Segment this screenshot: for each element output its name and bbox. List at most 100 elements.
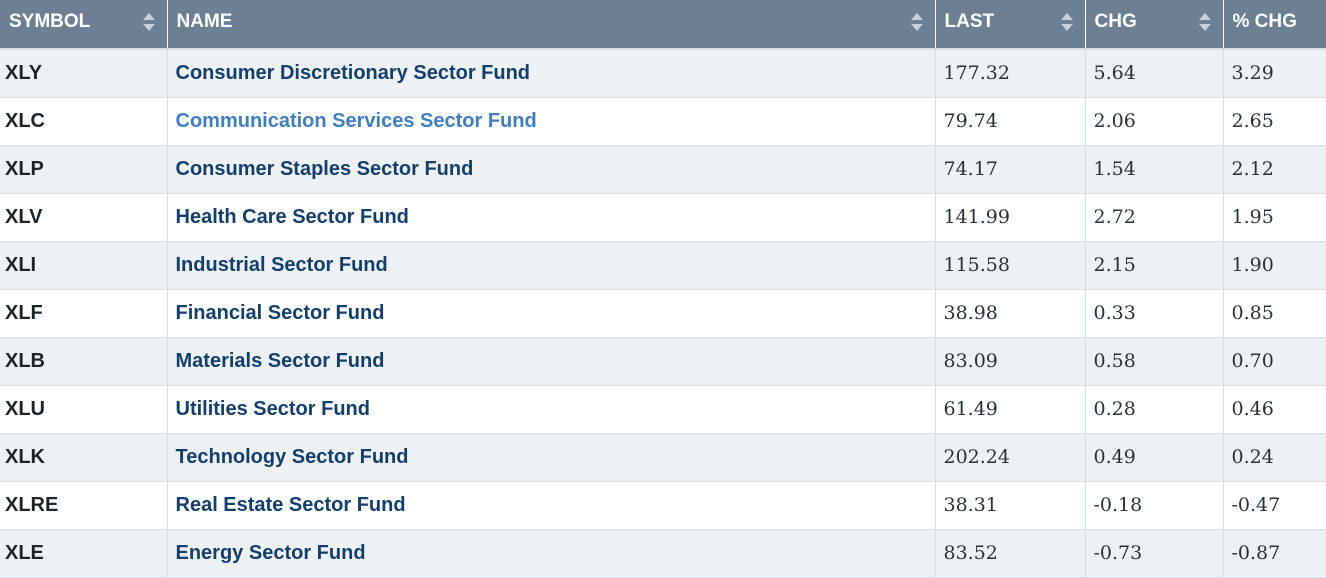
change-value: 0.28 (1093, 398, 1136, 420)
chg-cell: 2.72 (1085, 193, 1224, 242)
symbol-text: XLE (5, 541, 44, 564)
pct-chg-cell: 1.95 (1223, 193, 1326, 242)
sort-arrows-icon[interactable] (1060, 13, 1073, 33)
symbol-cell: XLV (0, 193, 168, 242)
pct-chg-cell: 1.90 (1223, 241, 1326, 290)
fund-name-link[interactable]: Materials Sector Fund (175, 349, 385, 372)
table-header: SYMBOL NAME LAST CHG % CHG (0, 0, 1326, 50)
fund-name-link[interactable]: Utilities Sector Fund (175, 397, 370, 420)
chg-cell: 1.54 (1085, 145, 1224, 194)
change-value: 2.15 (1093, 254, 1136, 276)
last-cell: 61.49 (935, 385, 1086, 434)
chg-cell: 0.49 (1085, 433, 1224, 482)
name-cell: Materials Sector Fund (167, 337, 936, 386)
pct-chg-cell: 0.70 (1223, 337, 1326, 386)
last-cell: 83.09 (935, 337, 1086, 386)
name-cell: Energy Sector Fund (167, 529, 936, 578)
fund-name-link[interactable]: Industrial Sector Fund (175, 253, 388, 276)
last-price: 38.98 (943, 302, 998, 324)
table-row: XLP Consumer Staples Sector Fund 74.17 1… (0, 145, 1326, 194)
column-header-label: NAME (176, 11, 233, 32)
fund-name-link[interactable]: Real Estate Sector Fund (175, 493, 406, 516)
table-row: XLF Financial Sector Fund 38.98 0.33 0.8… (0, 289, 1326, 338)
column-header-chg[interactable]: CHG (1085, 0, 1224, 50)
column-header-label: SYMBOL (9, 11, 91, 32)
symbol-cell: XLF (0, 289, 168, 338)
symbol-cell: XLB (0, 337, 168, 386)
sort-arrows-icon[interactable] (1198, 13, 1211, 33)
header-row: SYMBOL NAME LAST CHG % CHG (0, 0, 1326, 50)
name-cell: Financial Sector Fund (167, 289, 936, 338)
last-price: 83.52 (943, 542, 998, 564)
pct-chg-cell: -0.87 (1223, 529, 1326, 578)
percent-change-value: 2.12 (1231, 158, 1274, 180)
name-cell: Technology Sector Fund (167, 433, 936, 482)
last-cell: 115.58 (935, 241, 1086, 290)
change-value: 0.58 (1093, 350, 1136, 372)
chg-cell: -0.18 (1085, 481, 1224, 530)
last-price: 141.99 (943, 206, 1010, 228)
last-cell: 177.32 (935, 49, 1086, 98)
column-header-name[interactable]: NAME (167, 0, 936, 50)
last-cell: 141.99 (935, 193, 1086, 242)
change-value: 2.06 (1093, 110, 1136, 132)
table-body: XLY Consumer Discretionary Sector Fund 1… (0, 49, 1326, 578)
column-header-last[interactable]: LAST (935, 0, 1086, 50)
fund-name-link[interactable]: Energy Sector Fund (175, 541, 366, 564)
fund-name-link[interactable]: Health Care Sector Fund (175, 205, 409, 228)
fund-name-link[interactable]: Financial Sector Fund (175, 301, 385, 324)
last-price: 79.74 (943, 110, 998, 132)
symbol-cell: XLE (0, 529, 168, 578)
chg-cell: -0.73 (1085, 529, 1224, 578)
change-value: 5.64 (1093, 62, 1136, 85)
percent-change-value: 1.90 (1231, 254, 1274, 276)
symbol-text: XLK (5, 445, 45, 468)
pct-chg-cell: 2.65 (1223, 97, 1326, 146)
chg-cell: 2.06 (1085, 97, 1224, 146)
percent-change-value: 3.29 (1231, 62, 1274, 85)
symbol-text: XLB (5, 349, 45, 372)
column-header-symbol[interactable]: SYMBOL (0, 0, 168, 50)
chg-cell: 0.28 (1085, 385, 1224, 434)
fund-name-link[interactable]: Consumer Discretionary Sector Fund (175, 61, 531, 84)
percent-change-value: 1.95 (1231, 206, 1274, 228)
chg-cell: 2.15 (1085, 241, 1224, 290)
symbol-cell: XLRE (0, 481, 168, 530)
percent-change-value: 0.46 (1231, 398, 1274, 420)
pct-chg-cell: 2.12 (1223, 145, 1326, 194)
column-header-label: CHG (1094, 11, 1137, 32)
change-value: 0.49 (1093, 446, 1136, 468)
name-cell: Consumer Staples Sector Fund (167, 145, 936, 194)
percent-change-value: 0.85 (1231, 302, 1274, 324)
column-header-label: % CHG (1232, 11, 1297, 32)
column-header-pct-chg[interactable]: % CHG (1223, 0, 1326, 50)
last-cell: 83.52 (935, 529, 1086, 578)
table-row: XLRE Real Estate Sector Fund 38.31 -0.18… (0, 481, 1326, 530)
sort-arrows-icon[interactable] (142, 13, 155, 33)
percent-change-value: 2.65 (1231, 110, 1274, 132)
change-value: 2.72 (1093, 206, 1136, 228)
sort-arrows-icon[interactable] (910, 13, 923, 33)
last-cell: 79.74 (935, 97, 1086, 146)
fund-name-link[interactable]: Technology Sector Fund (175, 445, 409, 468)
pct-chg-cell: 3.29 (1223, 49, 1326, 98)
fund-name-link[interactable]: Consumer Staples Sector Fund (175, 157, 474, 180)
pct-chg-cell: 0.24 (1223, 433, 1326, 482)
last-price: 74.17 (943, 158, 998, 180)
symbol-text: XLY (5, 61, 43, 84)
table-row: XLB Materials Sector Fund 83.09 0.58 0.7… (0, 337, 1326, 386)
pct-chg-cell: -0.47 (1223, 481, 1326, 530)
last-price: 38.31 (943, 494, 998, 516)
chg-cell: 0.58 (1085, 337, 1224, 386)
symbol-text: XLF (5, 301, 43, 324)
last-cell: 38.31 (935, 481, 1086, 530)
change-value: -0.18 (1093, 494, 1143, 516)
fund-name-link[interactable]: Communication Services Sector Fund (175, 109, 537, 132)
symbol-text: XLU (5, 397, 45, 420)
name-cell: Real Estate Sector Fund (167, 481, 936, 530)
last-price: 61.49 (943, 398, 998, 420)
table-row: XLI Industrial Sector Fund 115.58 2.15 1… (0, 241, 1326, 290)
table-row: XLK Technology Sector Fund 202.24 0.49 0… (0, 433, 1326, 482)
chg-cell: 0.33 (1085, 289, 1224, 338)
